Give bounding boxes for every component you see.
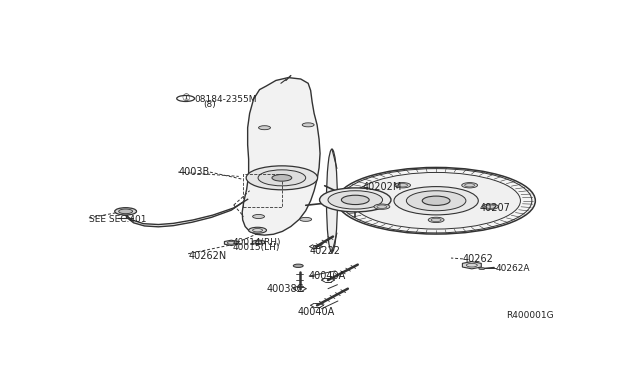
Ellipse shape	[259, 126, 271, 130]
Text: 40040A: 40040A	[308, 271, 346, 281]
Ellipse shape	[406, 191, 466, 211]
Text: 40040A: 40040A	[297, 307, 335, 317]
Ellipse shape	[326, 149, 337, 252]
Ellipse shape	[394, 187, 478, 215]
Ellipse shape	[483, 204, 499, 209]
Ellipse shape	[341, 195, 369, 205]
Text: R400001G: R400001G	[507, 311, 554, 320]
Ellipse shape	[319, 188, 391, 212]
Ellipse shape	[337, 167, 535, 234]
Ellipse shape	[428, 217, 444, 222]
Ellipse shape	[246, 166, 317, 190]
Ellipse shape	[328, 191, 383, 209]
Polygon shape	[225, 240, 238, 246]
Text: 40014(RH): 40014(RH)	[233, 238, 281, 247]
Ellipse shape	[118, 209, 132, 214]
Ellipse shape	[272, 174, 292, 181]
Text: (8): (8)	[203, 100, 216, 109]
Text: 40015(LH): 40015(LH)	[233, 243, 280, 252]
Text: 40262A: 40262A	[495, 264, 530, 273]
Ellipse shape	[115, 208, 136, 215]
Bar	[243, 174, 282, 207]
Text: SEE SEC.401: SEE SEC.401	[89, 215, 147, 224]
Ellipse shape	[300, 217, 312, 221]
Text: 40207: 40207	[480, 203, 511, 213]
Ellipse shape	[461, 183, 477, 188]
Polygon shape	[242, 78, 320, 235]
Ellipse shape	[253, 215, 264, 218]
Polygon shape	[124, 199, 248, 227]
Text: ①: ①	[181, 93, 190, 103]
Ellipse shape	[479, 267, 484, 270]
Ellipse shape	[374, 204, 390, 209]
Ellipse shape	[177, 96, 195, 102]
Text: 40262N: 40262N	[188, 251, 227, 261]
Text: 4003B: 4003B	[178, 167, 209, 177]
Ellipse shape	[258, 170, 306, 186]
Ellipse shape	[395, 183, 410, 188]
Ellipse shape	[293, 264, 303, 267]
Text: 40222: 40222	[309, 246, 340, 256]
Text: 40262: 40262	[463, 254, 494, 264]
Polygon shape	[253, 240, 264, 245]
Ellipse shape	[248, 227, 266, 233]
Text: 40038C: 40038C	[266, 284, 304, 294]
Text: 40202M: 40202M	[363, 182, 402, 192]
Ellipse shape	[302, 123, 314, 127]
Ellipse shape	[352, 173, 520, 229]
Polygon shape	[462, 262, 481, 269]
Ellipse shape	[422, 196, 450, 205]
Text: 08184-2355M: 08184-2355M	[194, 95, 257, 104]
